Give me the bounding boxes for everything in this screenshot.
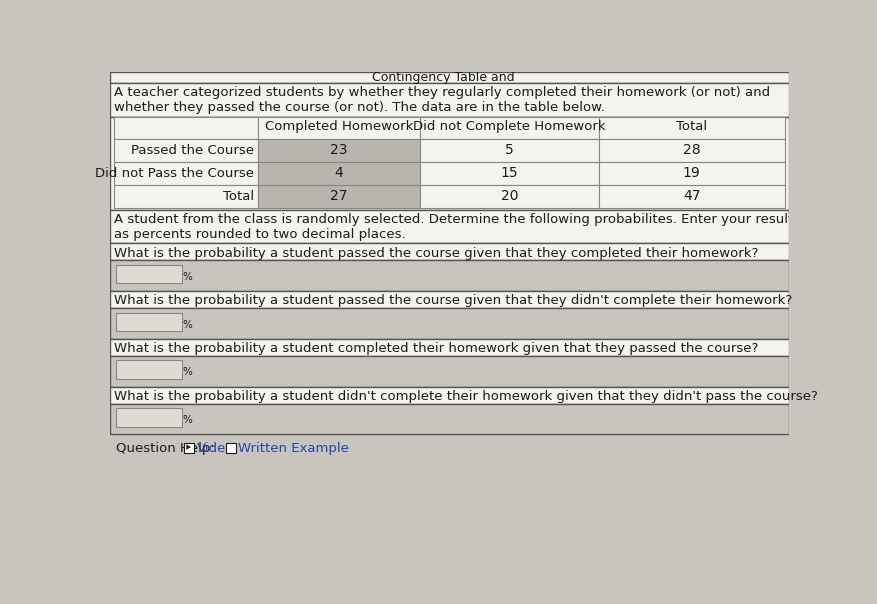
Text: 27: 27	[331, 190, 348, 204]
Text: Question Help:: Question Help:	[116, 442, 215, 455]
Bar	[110, 83, 789, 117]
Bar	[110, 72, 789, 83]
Bar	[116, 361, 182, 379]
Text: %: %	[182, 320, 192, 330]
Text: 47: 47	[683, 190, 701, 204]
Text: 20: 20	[501, 190, 518, 204]
Text: %: %	[182, 415, 192, 425]
Bar	[258, 139, 420, 162]
Bar	[114, 139, 258, 162]
Bar	[114, 185, 258, 208]
Text: What is the probability a student passed the course given that they didn't compl: What is the probability a student passed…	[114, 294, 793, 307]
Text: Did not Pass the Course: Did not Pass the Course	[95, 167, 253, 180]
Text: What is the probability a student didn't complete their homework given that they: What is the probability a student didn't…	[114, 390, 818, 403]
Text: %: %	[182, 272, 192, 282]
Bar	[599, 139, 785, 162]
Text: What is the probability a student passed the course given that they completed th: What is the probability a student passed…	[114, 246, 759, 260]
Bar	[110, 356, 789, 387]
Bar	[114, 162, 258, 185]
Bar	[110, 339, 789, 356]
Bar	[110, 387, 789, 403]
Bar	[116, 313, 182, 331]
Text: 19: 19	[683, 166, 701, 181]
Bar	[599, 185, 785, 208]
Bar	[258, 185, 420, 208]
Bar	[110, 434, 789, 538]
Bar	[420, 185, 599, 208]
Bar	[116, 265, 182, 283]
Bar	[110, 308, 789, 339]
Bar	[110, 243, 789, 260]
Bar	[258, 117, 420, 139]
Text: Did not Complete Homework: Did not Complete Homework	[413, 120, 606, 133]
Bar	[599, 117, 785, 139]
Bar	[110, 117, 789, 210]
Bar	[114, 117, 258, 139]
Bar	[226, 443, 236, 453]
Bar	[420, 162, 599, 185]
Text: Written Example: Written Example	[239, 442, 349, 455]
Bar	[184, 443, 194, 453]
Bar	[420, 139, 599, 162]
Bar	[599, 162, 785, 185]
Bar	[110, 260, 789, 291]
Text: A student from the class is randomly selected. Determine the following probabili: A student from the class is randomly sel…	[114, 213, 801, 240]
Text: Total: Total	[223, 190, 253, 203]
Bar	[110, 210, 789, 243]
Text: Completed Homework: Completed Homework	[265, 120, 413, 133]
Text: 23: 23	[331, 143, 348, 157]
Text: 4: 4	[335, 166, 344, 181]
Polygon shape	[186, 445, 191, 450]
Text: Video: Video	[196, 442, 234, 455]
Bar	[110, 291, 789, 308]
Text: Total: Total	[676, 120, 707, 133]
Text: A teacher categorized students by whether they regularly completed their homewor: A teacher categorized students by whethe…	[114, 86, 770, 114]
Text: 15: 15	[501, 166, 518, 181]
Text: %: %	[182, 367, 192, 378]
Bar	[258, 162, 420, 185]
Text: Contingency Table and: Contingency Table and	[372, 71, 514, 84]
Text: 5: 5	[505, 143, 514, 157]
Text: What is the probability a student completed their homework given that they passe: What is the probability a student comple…	[114, 342, 759, 355]
Bar	[116, 408, 182, 426]
Bar	[420, 117, 599, 139]
Bar	[110, 403, 789, 434]
Text: 28: 28	[683, 143, 701, 157]
Text: Passed the Course: Passed the Course	[131, 144, 253, 157]
